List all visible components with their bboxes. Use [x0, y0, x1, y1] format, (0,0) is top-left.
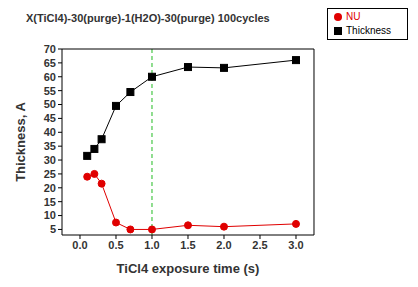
svg-text:10: 10	[44, 209, 56, 221]
svg-text:TiCl4 exposure time (s): TiCl4 exposure time (s)	[117, 261, 260, 276]
svg-text:25: 25	[44, 168, 56, 180]
svg-text:0.0: 0.0	[72, 239, 87, 251]
svg-text:20: 20	[44, 182, 56, 194]
svg-text:1.5: 1.5	[180, 239, 195, 251]
svg-text:40: 40	[44, 126, 56, 138]
svg-text:5: 5	[50, 223, 56, 235]
svg-text:45: 45	[44, 112, 56, 124]
svg-text:65: 65	[44, 57, 56, 69]
svg-text:15: 15	[44, 196, 56, 208]
html-text:X(TiCl4)-30(purge)-1(H2O)-30(p: X(TiCl4)-30(purge)-1(H2O)-30(purge) 100c…	[26, 12, 270, 24]
svg-text:2.5: 2.5	[252, 239, 267, 251]
svg-text:30: 30	[44, 154, 56, 166]
svg-text:70: 70	[44, 43, 56, 55]
svg-text:1.0: 1.0	[144, 239, 159, 251]
svg-text:Thickness, A: Thickness, A	[13, 102, 28, 182]
svg-text:50: 50	[44, 98, 56, 110]
svg-text:3.0: 3.0	[288, 239, 303, 251]
html-text:NU: NU	[346, 11, 361, 22]
svg-text:2.0: 2.0	[216, 239, 231, 251]
html-text:Thickness: Thickness	[346, 25, 391, 36]
svg-text:55: 55	[44, 85, 56, 97]
svg-text:60: 60	[44, 71, 56, 83]
svg-text:0.5: 0.5	[108, 239, 123, 251]
svg-text:35: 35	[44, 140, 56, 152]
